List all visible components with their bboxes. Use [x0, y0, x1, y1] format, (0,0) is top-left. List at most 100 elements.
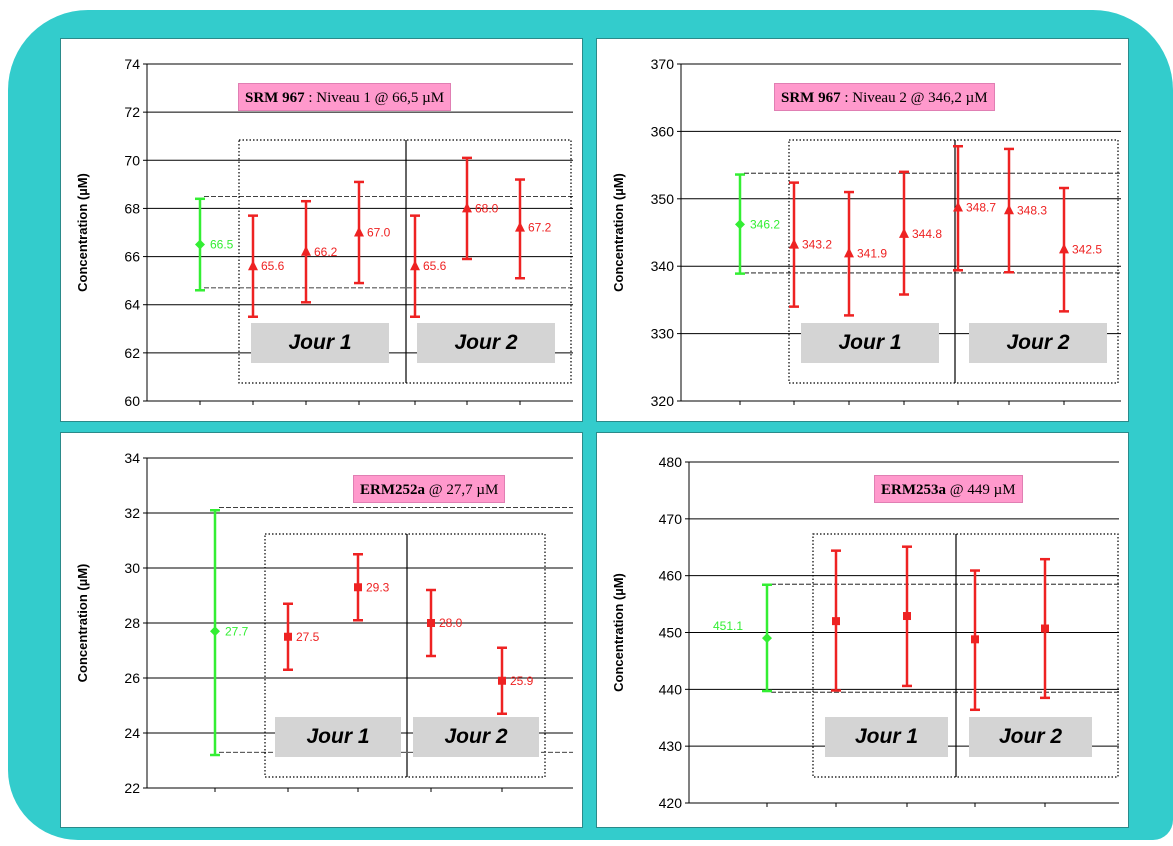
measurement-marker [953, 201, 963, 212]
badge-desc: : Niveau 2 @ 346,2 µM [840, 90, 988, 106]
y-tick-label: 68 [124, 200, 140, 216]
day-box [264, 533, 546, 778]
measurement-marker [410, 260, 420, 271]
y-axis-label: Concentration (µM) [611, 173, 626, 292]
measurement-data-label: 67.0 [367, 226, 391, 240]
y-tick-label: 450 [659, 625, 683, 641]
y-tick-label: 66 [124, 249, 140, 265]
jour2-label: Jour 2 [969, 323, 1107, 363]
measurement-marker [1059, 243, 1069, 254]
y-tick-label: 430 [659, 738, 683, 754]
chart-panel-erm252a: 22 24 26 28 30 32 34 Concentration (µM) 27.7 27.5… [60, 432, 583, 828]
measurement-data-label: 65.6 [423, 259, 447, 273]
y-tick-label: 70 [124, 152, 140, 168]
measurement-marker [789, 238, 799, 249]
y-tick-label: 370 [651, 56, 675, 72]
measurement-marker [498, 676, 506, 685]
badge-name: SRM 967 [245, 90, 305, 106]
jour1-label: Jour 1 [275, 717, 401, 757]
chart-svg: 60 62 64 66 68 70 72 74 Concentration (µM) 66.5 65… [75, 56, 573, 409]
jour1-label: Jour 1 [825, 717, 948, 757]
y-tick-label: 60 [124, 393, 140, 409]
y-tick-label: 24 [124, 725, 140, 741]
measurement-marker [248, 260, 258, 271]
y-tick-label: 30 [124, 560, 140, 576]
measurement-data-label: 29.3 [366, 580, 390, 594]
measurement-marker [515, 221, 525, 232]
measurement-marker [354, 226, 364, 237]
measurement-marker [903, 612, 911, 621]
chart-badge: ERM253a @ 449 µM [874, 475, 1023, 503]
jour1-label: Jour 1 [801, 323, 939, 363]
y-tick-label: 460 [659, 568, 683, 584]
y-tick-label: 320 [651, 393, 675, 409]
measurement-marker [427, 619, 435, 627]
measurement-data-label: 67.2 [528, 221, 552, 235]
measurement-data-label: 341.9 [857, 246, 887, 260]
measurement-data-label: 27.5 [296, 630, 320, 644]
y-tick-label: 480 [659, 454, 683, 470]
measurement-marker [301, 245, 311, 256]
y-tick-label: 28 [124, 615, 140, 631]
y-tick-label: 26 [124, 670, 140, 686]
measurement-data-label: 25.9 [510, 674, 534, 688]
measurement-marker [284, 632, 292, 641]
reference-data-label: 346.2 [750, 217, 780, 231]
badge-name: ERM252a [360, 482, 425, 498]
jour2-label: Jour 2 [417, 323, 555, 363]
chart-svg: 420 430 440 450 460 470 480 Concentration (µM) 4… [611, 454, 1119, 811]
y-tick-label: 470 [659, 511, 683, 527]
y-tick-label: 74 [124, 56, 140, 72]
measurement-data-label: 342.5 [1072, 242, 1102, 256]
measurement-marker [971, 635, 979, 644]
measurement-marker [462, 202, 472, 213]
chart-badge: SRM 967 : Niveau 1 @ 66,5 µM [238, 83, 452, 111]
y-axis-label: Concentration (µM) [75, 564, 90, 683]
y-tick-label: 32 [124, 505, 140, 521]
chart-panel-erm253a: 420 430 440 450 460 470 480 Concentration (µM) 4… [596, 432, 1129, 828]
measurement-data-label: 65.6 [261, 259, 285, 273]
y-tick-label: 34 [124, 450, 140, 466]
jour2-label: Jour 2 [413, 717, 539, 757]
y-tick-label: 350 [651, 191, 675, 207]
measurement-data-label: 68.0 [475, 201, 499, 215]
badge-desc: : Niveau 1 @ 66,5 µM [304, 90, 445, 106]
badge-desc: @ 27,7 µM [425, 482, 499, 498]
measurement-data-label: 348.3 [1017, 203, 1047, 217]
measurement-marker [832, 617, 840, 626]
jour1-label: Jour 1 [251, 323, 389, 363]
chart-panel-srm967-niveau2: 320 330 340 350 360 370 Concentration (µM) 346.… [596, 38, 1129, 422]
chart-svg: 22 24 26 28 30 32 34 Concentration (µM) 27.7 27.5… [75, 450, 573, 796]
reference-marker [735, 219, 745, 230]
y-tick-label: 64 [124, 297, 140, 313]
reference-data-label: 66.5 [210, 238, 234, 252]
badge-desc: @ 449 µM [946, 482, 1016, 498]
measurement-marker [844, 247, 854, 258]
badge-name: ERM253a [881, 482, 946, 498]
jour2-label: Jour 2 [969, 717, 1092, 757]
y-axis-label: Concentration (µM) [75, 173, 90, 292]
y-tick-label: 72 [124, 104, 140, 120]
reference-data-label: 451.1 [713, 619, 743, 633]
measurement-data-label: 348.7 [966, 201, 996, 215]
reference-marker [210, 626, 220, 637]
y-tick-label: 420 [659, 795, 683, 811]
y-tick-label: 62 [124, 345, 140, 361]
measurement-data-label: 344.8 [912, 227, 942, 241]
y-tick-label: 330 [651, 326, 675, 342]
chart-svg: 320 330 340 350 360 370 Concentration (µM) 346.… [611, 56, 1121, 409]
chart-badge: SRM 967 : Niveau 2 @ 346,2 µM [774, 83, 995, 111]
day-box [238, 139, 572, 384]
measurement-marker [1004, 204, 1014, 215]
measurement-data-label: 343.2 [802, 238, 832, 252]
measurement-marker [899, 227, 909, 238]
y-tick-label: 360 [651, 123, 675, 139]
y-axis-label: Concentration (µM) [611, 573, 626, 692]
measurement-data-label: 66.2 [314, 245, 338, 259]
badge-name: SRM 967 [781, 90, 841, 106]
y-tick-label: 440 [659, 681, 683, 697]
measurement-marker [354, 583, 362, 592]
day-box [788, 139, 1119, 384]
reference-marker [195, 239, 205, 250]
chart-panel-srm967-niveau1: 60 62 64 66 68 70 72 74 Concentration (µM) 66.5 65… [60, 38, 583, 422]
